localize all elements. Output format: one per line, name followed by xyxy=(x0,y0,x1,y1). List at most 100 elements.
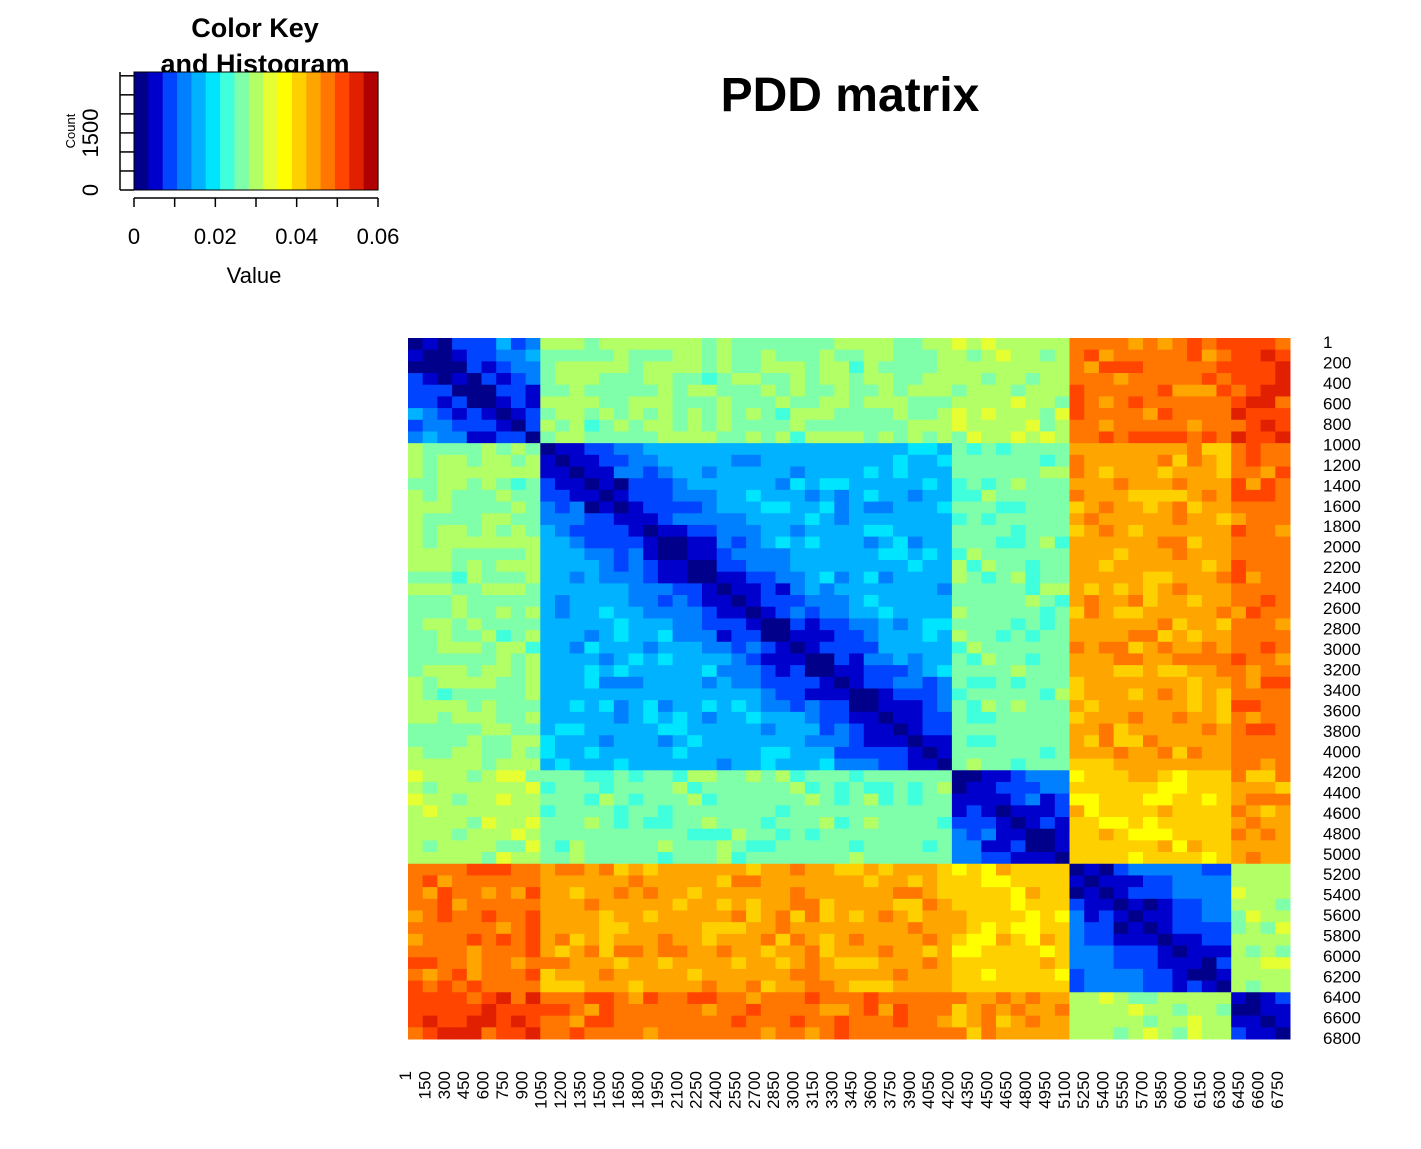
heatmap-cell xyxy=(775,338,791,351)
heatmap-cell xyxy=(452,1003,468,1017)
heatmap-cell xyxy=(849,1003,865,1017)
heatmap-cell xyxy=(613,852,629,865)
heatmap-cell xyxy=(746,968,762,982)
heatmap-cell xyxy=(1260,1003,1276,1017)
heatmap-cell xyxy=(893,735,909,748)
heatmap-cell xyxy=(790,536,806,549)
heatmap-cell xyxy=(672,852,688,865)
heatmap-cell xyxy=(746,945,762,958)
heatmap-cell xyxy=(937,595,953,608)
heatmap-cell xyxy=(672,630,688,643)
heatmap-cell xyxy=(1245,559,1262,573)
heatmap-cell xyxy=(1054,875,1070,888)
heatmap-cell xyxy=(937,419,953,432)
heatmap-cell xyxy=(849,536,865,549)
heatmap-cell xyxy=(849,630,865,643)
heatmap-cell xyxy=(951,665,968,678)
heatmap-cell xyxy=(1128,781,1144,795)
heatmap-cell xyxy=(731,559,747,573)
heatmap-cell xyxy=(422,361,438,374)
heatmap-cell xyxy=(1010,548,1026,561)
heatmap-cell xyxy=(716,817,732,830)
heatmap-cell xyxy=(1187,548,1203,561)
heatmap-cell xyxy=(1245,419,1262,432)
heatmap-cell xyxy=(657,408,674,421)
heatmap-cell xyxy=(584,536,600,549)
heatmap-cell xyxy=(834,595,850,608)
heatmap-cell xyxy=(1025,606,1041,619)
heatmap-column-label: 150 xyxy=(415,1071,434,1099)
heatmap-cell xyxy=(951,992,968,1005)
heatmap-cell xyxy=(863,408,879,421)
heatmap-cell xyxy=(1098,384,1115,397)
heatmap-cell xyxy=(981,968,997,982)
heatmap-cell xyxy=(863,606,879,619)
heatmap-cell xyxy=(966,910,982,923)
heatmap-cell xyxy=(1143,443,1159,456)
heatmap-cell xyxy=(716,992,732,1005)
heatmap-cell xyxy=(496,408,512,421)
heatmap-cell xyxy=(996,641,1012,654)
heatmap-cell xyxy=(1040,863,1056,876)
heatmap-cell xyxy=(922,770,938,783)
heatmap-cell xyxy=(937,408,953,421)
heatmap-cell xyxy=(1084,571,1100,584)
heatmap-cell xyxy=(878,898,894,911)
heatmap-cell xyxy=(628,595,644,608)
heatmap-cell xyxy=(1025,945,1041,958)
heatmap-cell xyxy=(584,863,600,876)
heatmap-cell xyxy=(657,466,674,479)
heatmap-cell xyxy=(657,700,674,713)
heatmap-cell xyxy=(775,770,791,783)
heatmap-cell xyxy=(555,641,571,654)
heatmap-cell xyxy=(452,630,468,643)
heatmap-cell xyxy=(1128,992,1144,1005)
heatmap-cell xyxy=(408,758,424,771)
heatmap-cell xyxy=(878,933,894,947)
heatmap-cell xyxy=(481,641,497,654)
heatmap-cell xyxy=(702,817,718,830)
heatmap-cell xyxy=(555,559,571,573)
heatmap-cell xyxy=(1054,513,1070,526)
heatmap-cell xyxy=(496,723,512,736)
heatmap-cell xyxy=(510,606,527,619)
heatmap-cell xyxy=(1084,630,1100,643)
heatmap-cell xyxy=(628,408,644,421)
heatmap-cell xyxy=(657,898,674,911)
heatmap-cell xyxy=(1069,1003,1085,1017)
heatmap-cell xyxy=(966,1027,982,1040)
heatmap-cell xyxy=(1187,1003,1203,1017)
heatmap-cell xyxy=(922,618,938,631)
heatmap-cell xyxy=(555,805,571,818)
heatmap-cell xyxy=(1187,524,1203,538)
heatmap-cell xyxy=(1231,992,1247,1005)
heatmap-cell xyxy=(996,431,1012,444)
heatmap-cell xyxy=(702,735,718,748)
heatmap-cell xyxy=(525,641,541,654)
heatmap-cell xyxy=(613,653,629,666)
heatmap-cell xyxy=(1113,840,1129,853)
heatmap-cell xyxy=(687,723,703,736)
heatmap-cell xyxy=(1128,945,1144,958)
heatmap-cell xyxy=(1260,606,1276,619)
heatmap-cell xyxy=(996,781,1012,795)
heatmap-cell xyxy=(702,1015,718,1028)
heatmap-cell xyxy=(1275,665,1291,678)
heatmap-cell xyxy=(643,443,659,456)
heatmap-cell xyxy=(466,559,482,573)
heatmap-cell xyxy=(540,419,556,432)
heatmap-cell xyxy=(804,349,821,362)
heatmap-cell xyxy=(1084,968,1100,982)
heatmap-cell xyxy=(893,653,909,666)
heatmap-cell xyxy=(1201,1015,1217,1028)
heatmap-cell xyxy=(1113,606,1129,619)
heatmap-cell xyxy=(1054,945,1070,958)
heatmap-cell xyxy=(525,828,541,841)
heatmap-cell xyxy=(408,501,424,514)
heatmap-cell xyxy=(1201,817,1217,830)
heatmap-cell xyxy=(496,1015,512,1028)
heatmap-cell xyxy=(1260,875,1276,888)
heatmap-cell xyxy=(1025,957,1041,970)
heatmap-cell xyxy=(878,559,894,573)
heatmap-cell xyxy=(863,828,879,841)
